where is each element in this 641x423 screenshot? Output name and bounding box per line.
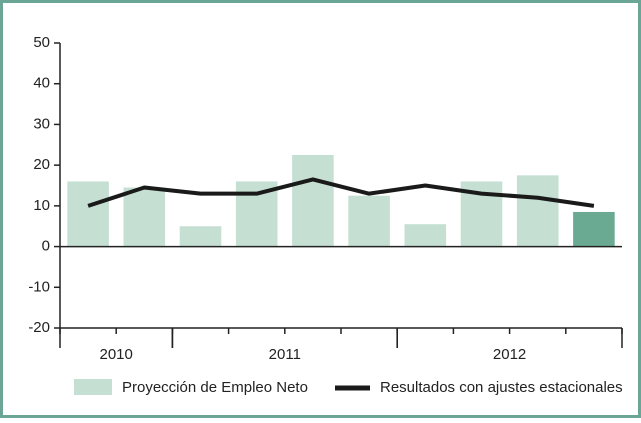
legend-label: Proyección de Empleo Neto [122, 379, 308, 396]
legend-label: Resultados con ajustes estacionales [380, 379, 623, 396]
x-group-label: 2012 [493, 346, 526, 363]
legend-swatch [74, 379, 112, 395]
y-tick-label: 10 [33, 197, 50, 214]
y-tick-label: 0 [42, 238, 50, 255]
bar [123, 187, 166, 247]
bar [67, 181, 109, 247]
bar [348, 195, 390, 247]
bar [404, 224, 447, 247]
y-tick-label: 20 [33, 156, 50, 173]
y-tick-label: -20 [28, 319, 50, 336]
bar [292, 154, 334, 247]
y-tick-label: 40 [33, 75, 50, 92]
bar [573, 211, 615, 247]
bar [179, 226, 222, 247]
bar [516, 175, 559, 247]
y-tick-label: 30 [33, 115, 50, 132]
y-tick-label: -10 [28, 278, 50, 295]
y-tick-label: 50 [33, 34, 50, 51]
x-group-label: 2011 [269, 346, 301, 363]
line-series [87, 177, 595, 208]
x-group-label: 2010 [100, 346, 133, 363]
